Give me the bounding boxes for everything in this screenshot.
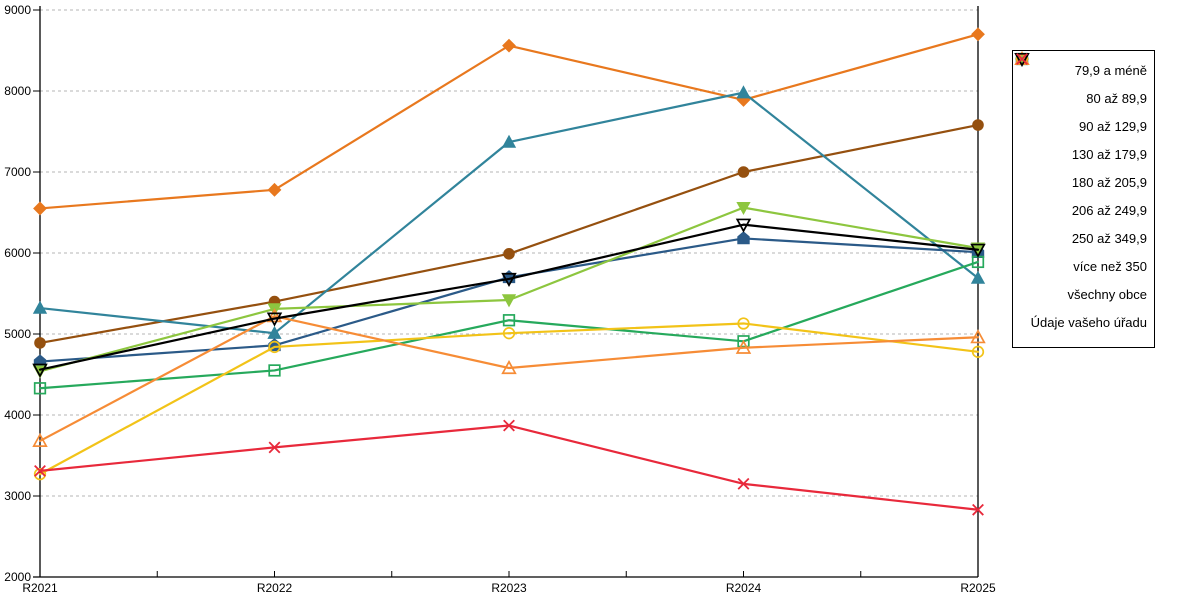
series-udaje-vaseho-uradu-marker bbox=[503, 419, 515, 432]
series-180-az-205-9-marker bbox=[736, 201, 751, 215]
legend-item-90-az-129-9: 90 až 129,9 bbox=[1013, 51, 1154, 140]
legend-item-vice-nez-350: více než 350 bbox=[1013, 51, 1154, 280]
series-79-9-a-mene-marker bbox=[33, 201, 47, 216]
y-axis-label: 9000 bbox=[4, 3, 31, 17]
legend-item-206-az-249-9: 206 až 249,9 bbox=[1013, 52, 1154, 224]
y-axis-label: 3000 bbox=[4, 489, 31, 503]
y-axis-label: 5000 bbox=[4, 327, 31, 341]
series-vsechny-obce-line bbox=[38, 223, 980, 371]
series-udaje-vaseho-uradu-marker bbox=[737, 477, 750, 490]
series-79-9-a-mene-marker bbox=[971, 27, 985, 42]
legend-vsechny-obce-marker bbox=[1014, 52, 1030, 67]
legend-label: všechny obce bbox=[1067, 286, 1148, 302]
legend-label: 79,9 a méně bbox=[1074, 62, 1147, 78]
series-udaje-vaseho-uradu-marker bbox=[34, 464, 46, 477]
x-axis-label: R2021 bbox=[22, 581, 58, 595]
legend-label: 180 až 205,9 bbox=[1071, 174, 1147, 190]
legend-label: více než 350 bbox=[1073, 258, 1147, 274]
y-axis-label: 8000 bbox=[4, 84, 31, 98]
series-206-az-249-9-marker bbox=[502, 314, 516, 327]
series-180-az-205-9-line bbox=[38, 206, 980, 373]
series-79-9-a-mene-line bbox=[38, 33, 980, 210]
series-80-az-89-9-marker bbox=[737, 166, 750, 178]
series-206-az-249-9-line bbox=[38, 260, 980, 390]
legend-item-180-az-205-9: 180 až 205,9 bbox=[1013, 53, 1154, 196]
series-vsechny-obce-marker bbox=[501, 272, 517, 287]
series-206-az-249-9-marker bbox=[33, 382, 47, 395]
series-vice-nez-350-marker bbox=[735, 339, 752, 354]
legend-item-130-az-179-9: 130 až 179,9 bbox=[1013, 51, 1154, 168]
legend-udaje-vaseho-uradu-marker bbox=[1016, 53, 1028, 65]
series-79-9-a-mene-marker bbox=[502, 38, 516, 53]
x-axis-label: R2025 bbox=[960, 581, 996, 595]
series-90-az-129-9-marker bbox=[736, 85, 751, 99]
y-axis-label: 4000 bbox=[4, 408, 31, 422]
legend-marker-x-icon bbox=[1016, 53, 1028, 65]
legend-label: 90 až 129,9 bbox=[1079, 118, 1147, 134]
legend-item-250-az-349-9: 250 až 349,9 bbox=[1013, 52, 1154, 252]
legend-item-80-az-89-9: 80 až 89,9 bbox=[1013, 53, 1154, 112]
series-250-az-349-9-marker bbox=[737, 317, 750, 330]
series-vice-nez-350-marker bbox=[970, 329, 986, 344]
legend-item-79-9-a-mene: 79,9 a méně bbox=[1013, 52, 1154, 84]
series-udaje-vaseho-uradu-marker bbox=[972, 503, 984, 516]
series-206-az-249-9-marker bbox=[737, 335, 750, 348]
series-vice-nez-350-marker bbox=[266, 308, 283, 323]
series-80-az-89-9-marker bbox=[503, 248, 515, 260]
x-axis-label: R2023 bbox=[491, 581, 527, 595]
series-vsechny-obce-marker bbox=[266, 312, 283, 327]
series-250-az-349-9-marker bbox=[971, 345, 985, 358]
series-vsechny-obce-marker bbox=[32, 363, 48, 378]
series-250-az-349-9-line bbox=[38, 322, 980, 476]
series-udaje-vaseho-uradu-line bbox=[38, 424, 980, 511]
series-180-az-205-9-marker bbox=[501, 294, 517, 308]
y-axis-label: 7000 bbox=[4, 165, 31, 179]
legend-label: 250 až 349,9 bbox=[1071, 230, 1147, 246]
series-vice-nez-350-marker bbox=[32, 432, 48, 447]
series-90-az-129-9-marker bbox=[970, 270, 986, 284]
legend-label: 80 až 89,9 bbox=[1086, 90, 1147, 106]
series-udaje-vaseho-uradu-marker bbox=[268, 441, 281, 454]
series-130-az-179-9-marker bbox=[737, 231, 750, 245]
series-250-az-349-9-marker bbox=[33, 467, 47, 481]
legend-item-udaje-vaseho-uradu: Údaje vašeho úřadu bbox=[1013, 53, 1154, 336]
y-axis-label: 2000 bbox=[4, 570, 31, 584]
series-206-az-249-9-marker bbox=[268, 364, 281, 377]
series-vsechny-obce-marker bbox=[735, 218, 752, 233]
series-90-az-129-9-marker bbox=[501, 134, 517, 148]
legend-label: 130 až 179,9 bbox=[1071, 146, 1147, 162]
series-80-az-89-9-marker bbox=[34, 337, 46, 349]
series-vsechny-obce-marker bbox=[970, 243, 986, 258]
series-vice-nez-350-line bbox=[38, 315, 980, 443]
y-axis-label: 6000 bbox=[4, 246, 31, 260]
legend-label: Údaje vašeho úřadu bbox=[1030, 314, 1147, 330]
series-79-9-a-mene-marker bbox=[267, 182, 282, 197]
series-90-az-129-9-marker bbox=[32, 300, 48, 314]
legend-label: 206 až 249,9 bbox=[1071, 202, 1147, 218]
legend-marker-triangle-down-icon bbox=[1014, 52, 1030, 67]
series-80-az-89-9-marker bbox=[972, 119, 984, 131]
x-axis-label: R2022 bbox=[257, 581, 293, 595]
series-250-az-349-9-marker bbox=[268, 340, 281, 354]
legend: 79,9 a méně 80 až 89,9 90 až 129,9 130 až 1… bbox=[1012, 50, 1155, 348]
series-250-az-349-9-marker bbox=[502, 327, 516, 340]
legend-item-vsechny-obce: všechny obce bbox=[1013, 52, 1154, 308]
series-vice-nez-350-marker bbox=[501, 359, 517, 375]
x-axis-label: R2024 bbox=[726, 581, 762, 595]
